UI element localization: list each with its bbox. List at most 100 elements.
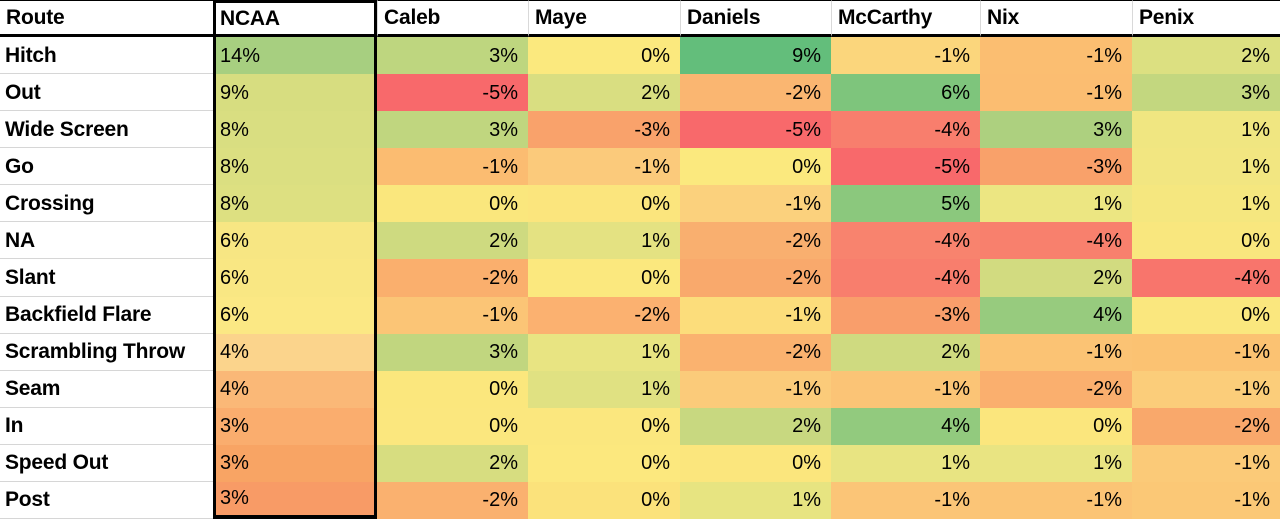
cell-go-penix: 1% xyxy=(1132,148,1280,186)
cell-crossing-nix: 1% xyxy=(980,185,1132,223)
cell-wide-screen-caleb: 3% xyxy=(377,111,528,149)
cell-crossing-mccarthy: 5% xyxy=(831,185,980,223)
cell-crossing-ncaa: 8% xyxy=(213,185,377,223)
cell-speed-out-ncaa: 3% xyxy=(213,444,377,482)
cell-slant-ncaa: 6% xyxy=(213,259,377,297)
cell-in-daniels: 2% xyxy=(680,407,831,445)
row-label-seam: Seam xyxy=(0,370,213,408)
cell-post-nix: -1% xyxy=(980,481,1132,519)
cell-wide-screen-maye: -3% xyxy=(528,111,680,149)
row-label-backfield-flare: Backfield Flare xyxy=(0,296,213,334)
cell-seam-mccarthy: -1% xyxy=(831,370,980,408)
cell-post-daniels: 1% xyxy=(680,481,831,519)
cell-backfield-flare-daniels: -1% xyxy=(680,296,831,334)
cell-post-penix: -1% xyxy=(1132,481,1280,519)
cell-seam-penix: -1% xyxy=(1132,370,1280,408)
column-header-daniels: Daniels xyxy=(680,0,831,37)
cell-in-mccarthy: 4% xyxy=(831,407,980,445)
cell-hitch-ncaa: 14% xyxy=(213,37,377,75)
column-header-mccarthy: McCarthy xyxy=(831,0,980,37)
cell-seam-caleb: 0% xyxy=(377,370,528,408)
cell-out-caleb: -5% xyxy=(377,74,528,112)
column-header-maye: Maye xyxy=(528,0,680,37)
cell-in-ncaa: 3% xyxy=(213,407,377,445)
row-label-go: Go xyxy=(0,148,213,186)
cell-hitch-mccarthy: -1% xyxy=(831,37,980,75)
cell-go-daniels: 0% xyxy=(680,148,831,186)
cell-in-caleb: 0% xyxy=(377,407,528,445)
cell-scrambling-throw-caleb: 3% xyxy=(377,333,528,371)
cell-crossing-caleb: 0% xyxy=(377,185,528,223)
row-label-crossing: Crossing xyxy=(0,185,213,223)
cell-post-mccarthy: -1% xyxy=(831,481,980,519)
cell-hitch-maye: 0% xyxy=(528,37,680,75)
cell-post-ncaa: 3% xyxy=(213,481,377,519)
cell-crossing-maye: 0% xyxy=(528,185,680,223)
row-label-scrambling-throw: Scrambling Throw xyxy=(0,333,213,371)
cell-backfield-flare-caleb: -1% xyxy=(377,296,528,334)
cell-out-ncaa: 9% xyxy=(213,74,377,112)
cell-speed-out-penix: -1% xyxy=(1132,444,1280,482)
cell-in-nix: 0% xyxy=(980,407,1132,445)
cell-na-penix: 0% xyxy=(1132,222,1280,260)
cell-hitch-caleb: 3% xyxy=(377,37,528,75)
cell-slant-daniels: -2% xyxy=(680,259,831,297)
cell-crossing-daniels: -1% xyxy=(680,185,831,223)
row-label-wide-screen: Wide Screen xyxy=(0,111,213,149)
cell-seam-maye: 1% xyxy=(528,370,680,408)
cell-scrambling-throw-nix: -1% xyxy=(980,333,1132,371)
cell-scrambling-throw-penix: -1% xyxy=(1132,333,1280,371)
cell-na-mccarthy: -4% xyxy=(831,222,980,260)
cell-go-caleb: -1% xyxy=(377,148,528,186)
cell-scrambling-throw-maye: 1% xyxy=(528,333,680,371)
cell-na-daniels: -2% xyxy=(680,222,831,260)
cell-wide-screen-penix: 1% xyxy=(1132,111,1280,149)
cell-backfield-flare-ncaa: 6% xyxy=(213,296,377,334)
cell-hitch-penix: 2% xyxy=(1132,37,1280,75)
column-header-route: Route xyxy=(0,0,213,37)
column-header-penix: Penix xyxy=(1132,0,1280,37)
cell-slant-mccarthy: -4% xyxy=(831,259,980,297)
column-header-nix: Nix xyxy=(980,0,1132,37)
cell-na-caleb: 2% xyxy=(377,222,528,260)
cell-wide-screen-ncaa: 8% xyxy=(213,111,377,149)
cell-go-mccarthy: -5% xyxy=(831,148,980,186)
cell-backfield-flare-penix: 0% xyxy=(1132,296,1280,334)
row-label-post: Post xyxy=(0,481,213,519)
cell-backfield-flare-mccarthy: -3% xyxy=(831,296,980,334)
column-header-caleb: Caleb xyxy=(377,0,528,37)
column-header-ncaa: NCAA xyxy=(213,0,377,37)
cell-go-maye: -1% xyxy=(528,148,680,186)
cell-out-penix: 3% xyxy=(1132,74,1280,112)
cell-backfield-flare-nix: 4% xyxy=(980,296,1132,334)
cell-scrambling-throw-mccarthy: 2% xyxy=(831,333,980,371)
cell-slant-caleb: -2% xyxy=(377,259,528,297)
cell-seam-daniels: -1% xyxy=(680,370,831,408)
cell-hitch-nix: -1% xyxy=(980,37,1132,75)
cell-slant-penix: -4% xyxy=(1132,259,1280,297)
cell-slant-nix: 2% xyxy=(980,259,1132,297)
cell-wide-screen-mccarthy: -4% xyxy=(831,111,980,149)
cell-post-caleb: -2% xyxy=(377,481,528,519)
cell-hitch-daniels: 9% xyxy=(680,37,831,75)
row-label-hitch: Hitch xyxy=(0,37,213,75)
cell-na-nix: -4% xyxy=(980,222,1132,260)
cell-wide-screen-daniels: -5% xyxy=(680,111,831,149)
cell-out-maye: 2% xyxy=(528,74,680,112)
cell-crossing-penix: 1% xyxy=(1132,185,1280,223)
cell-go-nix: -3% xyxy=(980,148,1132,186)
cell-seam-ncaa: 4% xyxy=(213,370,377,408)
cell-speed-out-caleb: 2% xyxy=(377,444,528,482)
cell-post-maye: 0% xyxy=(528,481,680,519)
cell-speed-out-maye: 0% xyxy=(528,444,680,482)
cell-scrambling-throw-ncaa: 4% xyxy=(213,333,377,371)
cell-out-nix: -1% xyxy=(980,74,1132,112)
row-label-slant: Slant xyxy=(0,259,213,297)
cell-na-ncaa: 6% xyxy=(213,222,377,260)
cell-backfield-flare-maye: -2% xyxy=(528,296,680,334)
cell-speed-out-nix: 1% xyxy=(980,444,1132,482)
cell-wide-screen-nix: 3% xyxy=(980,111,1132,149)
cell-out-mccarthy: 6% xyxy=(831,74,980,112)
